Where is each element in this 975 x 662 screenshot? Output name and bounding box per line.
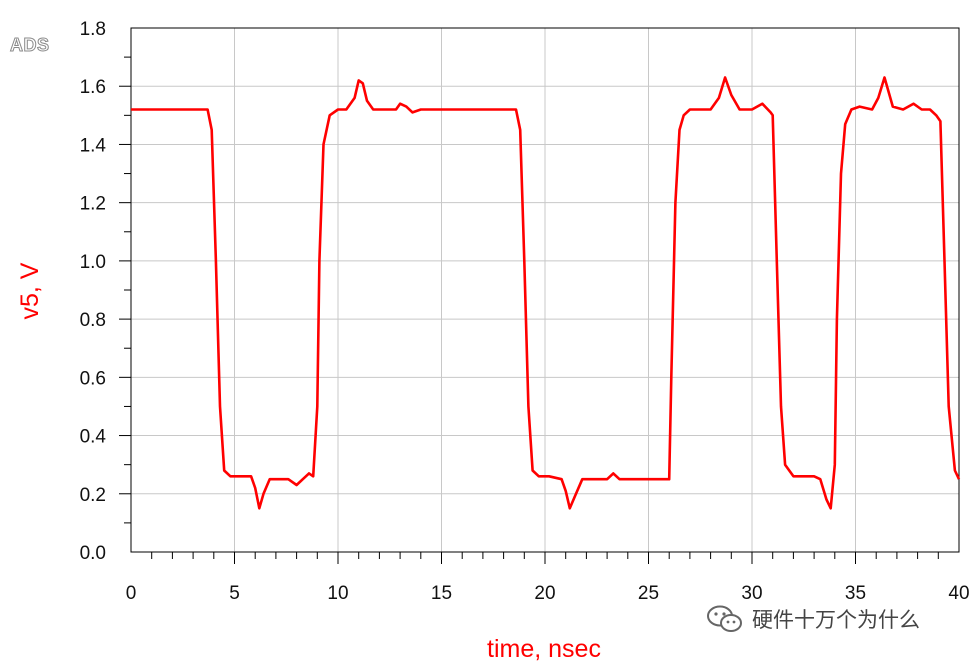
y-tick-label: 0.4 <box>80 427 107 448</box>
x-tick-label: 30 <box>741 583 762 604</box>
x-tick-label: 0 <box>126 583 137 604</box>
y-tick-label: 1.2 <box>80 194 106 215</box>
x-tick-label: 5 <box>229 583 240 604</box>
ads-logo: ADS <box>10 35 50 56</box>
watermark-text: 硬件十万个为什么 <box>752 608 920 632</box>
x-tick-label: 20 <box>534 583 555 604</box>
grid <box>131 28 959 552</box>
x-tick-label: 15 <box>431 583 452 604</box>
y-tick-label: 0.8 <box>80 310 106 331</box>
x-tick-label: 35 <box>845 583 866 604</box>
x-tick-label: 40 <box>948 583 969 604</box>
y-tick-label: 0.6 <box>80 368 106 389</box>
x-tick-labels: 0 5 10 15 20 25 30 35 40 <box>126 583 970 604</box>
x-tick-label: 25 <box>638 583 659 604</box>
x-tick-label: 10 <box>327 583 348 604</box>
y-tick-label: 0.2 <box>80 485 106 506</box>
y-tick-label: 1.8 <box>80 19 106 40</box>
v5-series-line <box>131 76 961 510</box>
y-tick-labels: 0.0 0.2 0.4 0.6 0.8 1.0 1.2 1.4 1.6 1.8 <box>80 19 107 564</box>
plot-frame <box>130 27 960 553</box>
watermark: 硬件十万个为什么 <box>706 604 920 634</box>
y-tick-label: 1.6 <box>80 77 106 98</box>
y-tick-label: 0.0 <box>80 543 106 564</box>
y-axis-title: v5, V <box>16 262 44 319</box>
x-axis-title: time, nsec <box>487 635 601 662</box>
y-tick-label: 1.4 <box>80 135 107 156</box>
wechat-icon <box>707 605 742 632</box>
axis-ticks <box>119 56 939 564</box>
y-tick-label: 1.0 <box>80 252 106 273</box>
